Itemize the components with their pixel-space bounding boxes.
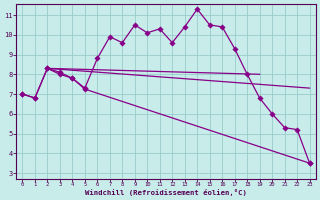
X-axis label: Windchill (Refroidissement éolien,°C): Windchill (Refroidissement éolien,°C) bbox=[85, 189, 247, 196]
